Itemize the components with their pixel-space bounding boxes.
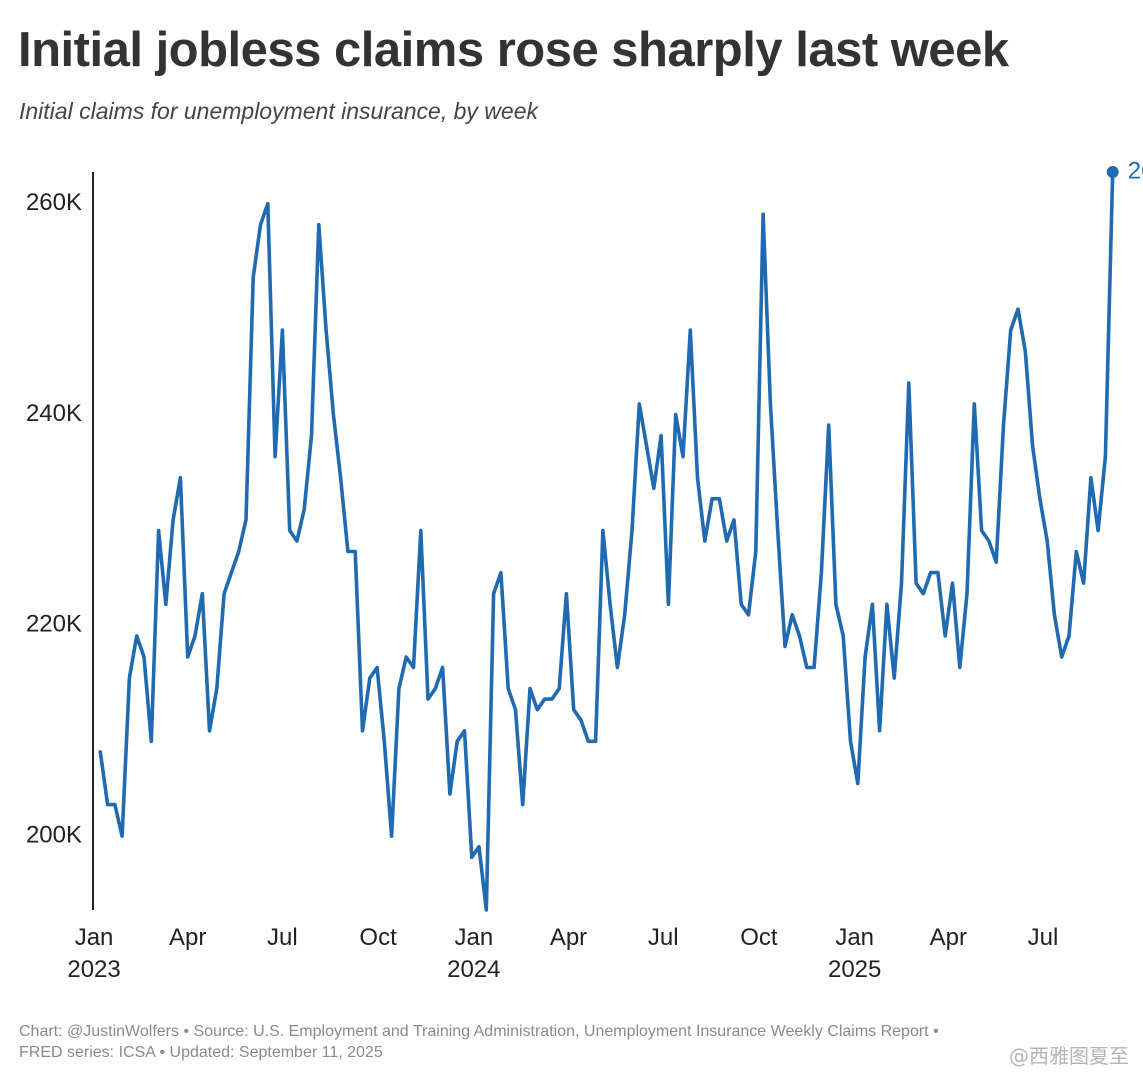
y-tick-label: 240K <box>26 400 82 427</box>
chart-title: Initial jobless claims rose sharply last… <box>18 23 1009 77</box>
x-tick-year-label: 2023 <box>67 956 120 983</box>
x-tick-label: Jan <box>454 924 493 951</box>
x-tick-label: Jan <box>835 924 874 951</box>
x-tick-label: Oct <box>740 924 778 951</box>
y-tick-label: 260K <box>26 189 82 216</box>
y-tick-label: 220K <box>26 611 82 638</box>
watermark: @西雅图夏至 <box>1009 1044 1129 1068</box>
line-chart: 200K 220K 240K 260K Jan 2023 Apr Jul Oct Jan 2024… <box>26 157 1143 983</box>
end-point-marker <box>1106 166 1119 178</box>
x-tick-year-label: 2024 <box>447 956 500 983</box>
x-tick-label: Apr <box>550 924 587 951</box>
source-line-2: FRED series: ICSA • Updated: September 1… <box>19 1044 383 1061</box>
end-value-label: 263K <box>1128 157 1143 184</box>
y-axis-ticks: 200K 220K 240K 260K <box>26 189 82 849</box>
x-tick-label: Apr <box>169 924 206 951</box>
x-tick-label: Jul <box>648 924 679 951</box>
x-tick-label: Apr <box>930 924 967 951</box>
series-line-initial-claims <box>98 170 1115 912</box>
x-axis-ticks: Jan 2023 Apr Jul Oct Jan 2024 Apr Jul Oct Jan 2025 A… <box>67 924 1058 983</box>
x-tick-label: Jan <box>75 924 114 951</box>
x-tick-label: Jul <box>267 924 298 951</box>
x-tick-label: Jul <box>1028 924 1059 951</box>
source-line-1: Chart: @JustinWolfers • Source: U.S. Emp… <box>19 1023 939 1040</box>
source-footer: Chart: @JustinWolfers • Source: U.S. Emp… <box>19 1021 1099 1063</box>
x-tick-year-label: 2025 <box>828 956 881 983</box>
y-tick-label: 200K <box>26 822 82 849</box>
x-tick-label: Oct <box>359 924 397 951</box>
chart-subtitle: Initial claims for unemployment insuranc… <box>19 98 539 124</box>
